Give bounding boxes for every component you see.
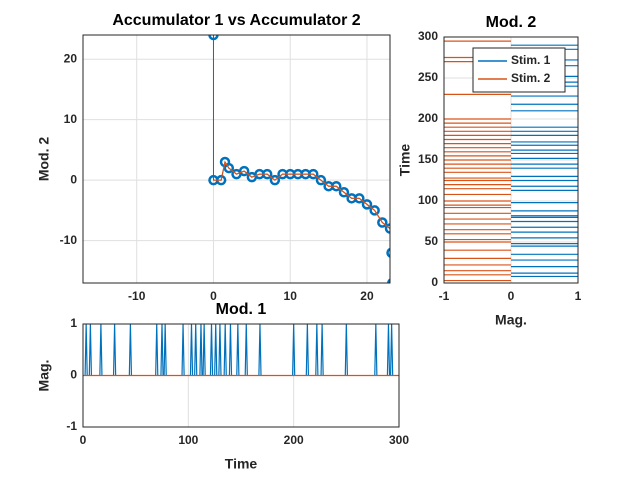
marker <box>315 174 327 186</box>
y-tick-label: -10 <box>60 233 78 247</box>
spike <box>315 324 319 376</box>
chart-title: Mod. 1 <box>216 301 267 318</box>
y-tick-label: 0 <box>70 368 77 382</box>
legend-label: Stim. 2 <box>511 71 551 85</box>
legend-label: Stim. 1 <box>511 53 551 67</box>
spike <box>88 324 93 376</box>
spike <box>244 324 248 376</box>
spike <box>218 324 222 376</box>
marker <box>386 247 390 258</box>
y-tick-label: 300 <box>418 29 438 43</box>
y-axis-label: Mag. <box>36 360 52 392</box>
axes-box <box>443 36 579 284</box>
x-tick-label: 20 <box>360 289 374 303</box>
y-tick-label: 20 <box>64 51 78 65</box>
spike <box>112 324 117 376</box>
marker <box>377 217 388 228</box>
axes-box <box>82 323 400 428</box>
spike <box>128 324 133 376</box>
spike <box>189 324 194 376</box>
spike <box>292 324 296 376</box>
spike <box>99 324 103 376</box>
marker <box>223 162 235 174</box>
data-layer <box>208 35 390 283</box>
x-tick-label: 1 <box>575 289 582 303</box>
y-tick-label: 0 <box>70 172 77 186</box>
spike <box>214 324 218 376</box>
x-tick-label: 100 <box>178 433 198 447</box>
plot-area <box>83 35 390 283</box>
y-tick-label: -1 <box>66 419 77 433</box>
spike <box>258 324 262 376</box>
marker <box>238 165 250 177</box>
x-tick-label: 0 <box>508 289 515 303</box>
y-tick-label: 50 <box>425 234 439 248</box>
y-tick-label: 200 <box>418 111 438 125</box>
y-tick-label: 1 <box>70 316 77 330</box>
spike <box>199 324 203 376</box>
x-tick-label: 200 <box>284 433 304 447</box>
axes-box <box>82 34 391 284</box>
x-tick-label: -10 <box>128 289 146 303</box>
spike <box>320 324 324 376</box>
y-tick-label: 0 <box>431 275 438 289</box>
data-layer <box>83 324 399 377</box>
spike <box>374 324 378 376</box>
marker <box>369 205 380 216</box>
spike <box>386 324 391 376</box>
x-axis-label: Mag. <box>495 312 527 328</box>
y-tick-label: 250 <box>418 70 438 84</box>
spike <box>160 324 164 376</box>
y-tick-label: 150 <box>418 152 438 166</box>
spike <box>163 324 167 376</box>
chart-title: Mod. 2 <box>486 14 537 31</box>
x-tick-label: 0 <box>210 289 217 303</box>
spike <box>194 324 198 376</box>
marker <box>361 199 373 210</box>
x-tick-label: 0 <box>80 433 87 447</box>
spike <box>84 324 88 376</box>
y-tick-label: 10 <box>64 112 78 126</box>
x-tick-label: -1 <box>439 289 450 303</box>
spike <box>209 324 214 376</box>
y-tick-label: 100 <box>418 193 438 207</box>
marker <box>269 174 281 186</box>
legend-box <box>472 47 566 93</box>
spike <box>305 324 310 376</box>
marker <box>338 187 350 198</box>
y-axis-label: Mod. 2 <box>36 137 52 182</box>
spike <box>223 324 227 376</box>
spike <box>202 324 206 376</box>
spike <box>181 324 185 376</box>
legend: Stim. 1 Stim. 2 <box>472 47 566 93</box>
spike <box>389 324 394 376</box>
spike <box>344 324 348 376</box>
y-axis-label: Time <box>397 144 413 177</box>
axes: -10 0 10 20 -10 0 10 20 Accumulator 1 vs Accumul… <box>36 12 391 303</box>
marker <box>208 35 219 41</box>
marker <box>384 223 390 234</box>
x-tick-label: 10 <box>284 289 298 303</box>
spike <box>236 324 240 376</box>
x-axis-label: Time <box>225 456 258 472</box>
chart-title: Accumulator 1 vs Accumulator 2 <box>112 12 360 29</box>
x-tick-label: 300 <box>389 433 409 447</box>
series-line <box>213 160 390 239</box>
spike <box>228 324 233 376</box>
spike <box>155 324 159 376</box>
